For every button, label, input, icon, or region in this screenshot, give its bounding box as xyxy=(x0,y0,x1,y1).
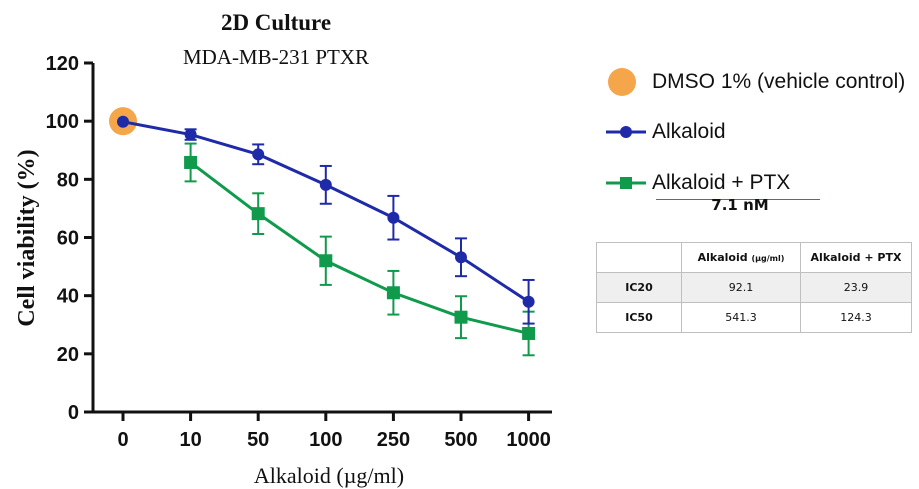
ic-table-header: Alkaloid (µg/ml) Alkaloid + PTX xyxy=(596,242,912,273)
data-point-alkaloid-ptx xyxy=(319,254,333,268)
legend-marker-alkaloid-ptx xyxy=(606,177,646,189)
ic-table-header-combo: Alkaloid + PTX xyxy=(800,242,912,273)
y-tick-label: 100 xyxy=(46,111,79,133)
table-row: IC20 92.1 23.9 xyxy=(596,272,912,303)
ic-table-header-unit: (µg/ml) xyxy=(751,254,785,263)
ic-row-alkaloid: 541.3 xyxy=(681,302,801,333)
data-point-alkaloid xyxy=(387,211,400,224)
data-point-alkaloid-ptx xyxy=(454,310,468,324)
y-axis-label: Cell viability (%) xyxy=(14,149,40,326)
y-tick-label: 40 xyxy=(57,286,79,308)
ic-row-label: IC20 xyxy=(596,272,682,303)
ic-row-alkaloid: 92.1 xyxy=(681,272,801,303)
legend: DMSO 1% (vehicle control) Alkaloid Alkal… xyxy=(600,62,919,242)
ic-row-label: IC50 xyxy=(596,302,682,333)
x-tick-label: 50 xyxy=(247,429,269,451)
axes: 0 20 40 60 80 100 120 0 10 50 100 250 500 1000 xyxy=(46,53,552,451)
x-tick-label: 1000 xyxy=(506,429,551,451)
x-tick-label: 250 xyxy=(377,429,410,451)
chart-title: 2D Culture xyxy=(221,10,331,35)
series-line-alkaloid-ptx xyxy=(189,161,529,335)
data-point-alkaloid-ptx xyxy=(184,155,198,169)
y-tick-label: 120 xyxy=(46,53,79,75)
legend-marker-alkaloid xyxy=(606,126,646,138)
data-point-alkaloid-ptx xyxy=(251,207,265,221)
legend-label-alkaloid: Alkaloid xyxy=(652,120,726,143)
data-point-alkaloid xyxy=(184,128,197,141)
data-point-alkaloid xyxy=(117,115,129,128)
data-point-alkaloid-ptx xyxy=(386,286,400,300)
ptx-concentration: 7.1 nM xyxy=(711,196,769,214)
ic-table-header-alkaloid: Alkaloid (µg/ml) xyxy=(681,242,801,273)
chart-subtitle: MDA-MB-231 PTXR xyxy=(183,45,369,69)
data-point-alkaloid xyxy=(455,251,467,264)
legend-item-alkaloid-ptx: Alkaloid + PTX xyxy=(600,163,790,203)
data-point-alkaloid xyxy=(252,148,265,161)
y-tick-label: 80 xyxy=(57,169,79,191)
y-tick-label: 0 xyxy=(68,402,79,424)
legend-label-alkaloid-ptx: Alkaloid + PTX xyxy=(652,171,791,194)
x-tick-label: 100 xyxy=(309,429,342,451)
y-tick-label: 60 xyxy=(57,228,79,250)
data-point-alkaloid-ptx xyxy=(522,326,536,340)
ic-row-combo: 23.9 xyxy=(800,272,912,303)
legend-item-dmso: DMSO 1% (vehicle control) xyxy=(600,62,905,102)
data-point-alkaloid xyxy=(319,178,332,191)
x-tick-label: 10 xyxy=(179,429,201,451)
y-tick-label: 20 xyxy=(57,344,79,366)
x-axis-label: Alkaloid (µg/ml) xyxy=(254,463,404,488)
ic-table-header-empty xyxy=(596,242,682,273)
legend-label-dmso: DMSO 1% (vehicle control) xyxy=(652,70,906,93)
plot-area xyxy=(109,107,536,357)
ptx-concentration-rule xyxy=(656,199,820,200)
legend-marker-dmso xyxy=(608,68,636,96)
table-row: IC50 541.3 124.3 xyxy=(596,302,912,333)
ic-row-combo: 124.3 xyxy=(800,302,912,333)
data-point-alkaloid xyxy=(522,295,535,308)
x-tick-label: 0 xyxy=(117,429,128,451)
x-tick-label: 500 xyxy=(444,429,477,451)
ic-table-header-alkaloid-name: Alkaloid xyxy=(697,251,748,264)
legend-item-alkaloid: Alkaloid xyxy=(600,112,726,152)
ic-table: Alkaloid (µg/ml) Alkaloid + PTX IC20 92.… xyxy=(596,242,912,333)
